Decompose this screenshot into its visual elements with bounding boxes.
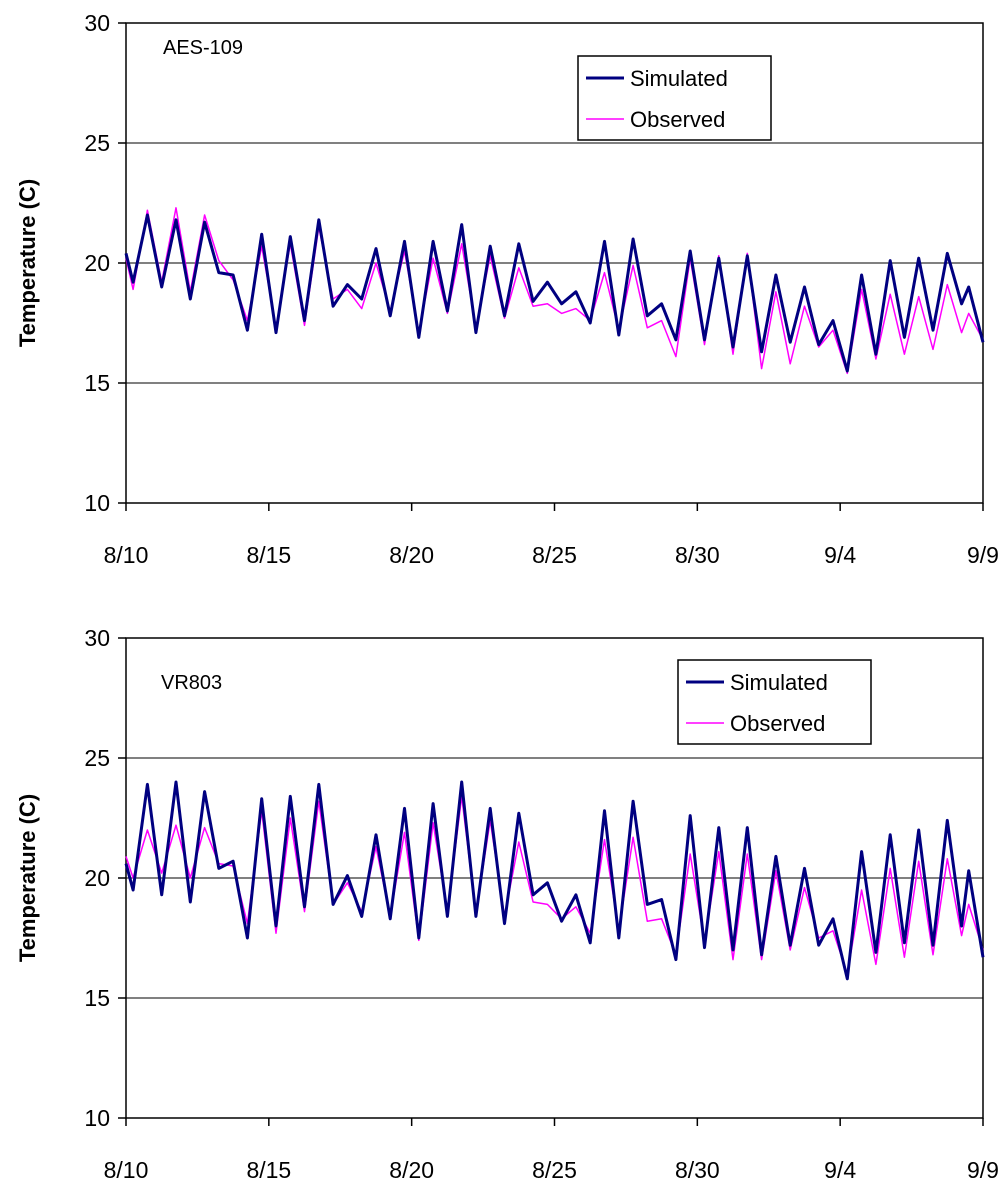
legend-box [577,55,772,141]
y-tick-label: 20 [84,250,110,276]
chart-panel-1: 10 15 20 25 30 8/10 8/15 8/20 8/25 8/30 9/4 9/9 Temp… [15,10,999,568]
legend-label-simulated: Simulated [630,66,728,91]
y-tick-label: 30 [84,10,110,36]
legend-label-observed: Observed [730,711,825,736]
y-tick-label: 10 [84,490,110,516]
x-tick-label: 8/10 [104,1157,149,1183]
y-tick-label: 25 [84,745,110,771]
legend-box [677,659,872,745]
x-tick-label: 9/4 [824,1157,856,1183]
chart-panel-2: 10 15 20 25 30 8/10 8/15 8/20 8/25 8/30 9/4 9/9 Temp… [15,625,999,1183]
y-tick-label: 10 [84,1105,110,1131]
x-tick-label: 8/25 [532,1157,577,1183]
series-line-simulated [124,780,985,981]
y-axis-label: Temperature (C) [15,794,40,962]
y-tick-label: 15 [84,985,110,1011]
series-line-simulated [124,213,985,373]
x-tick-label: 8/20 [389,1157,434,1183]
legend-label-simulated: Simulated [730,670,828,695]
x-tick-label: 8/25 [532,542,577,568]
legend: Simulated Observed [677,659,872,745]
x-tick-label: 9/9 [967,542,999,568]
x-tick-label: 8/30 [675,542,720,568]
x-tick-label: 8/20 [389,542,434,568]
y-tick-label: 30 [84,625,110,651]
legend: Simulated Observed [577,55,772,141]
y-axis-label: Temperature (C) [15,179,40,347]
legend-label-observed: Observed [630,107,725,132]
y-tick-label: 15 [84,370,110,396]
y-tick-label: 20 [84,865,110,891]
x-tick-label: 8/10 [104,542,149,568]
station-label: AES-109 [163,37,243,59]
x-tick-label: 9/9 [967,1157,999,1183]
x-tick-label: 8/15 [246,542,291,568]
x-tick-label: 8/15 [246,1157,291,1183]
x-tick-label: 8/30 [675,1157,720,1183]
station-label: VR803 [161,672,222,694]
y-tick-label: 25 [84,130,110,156]
x-tick-label: 9/4 [824,542,856,568]
